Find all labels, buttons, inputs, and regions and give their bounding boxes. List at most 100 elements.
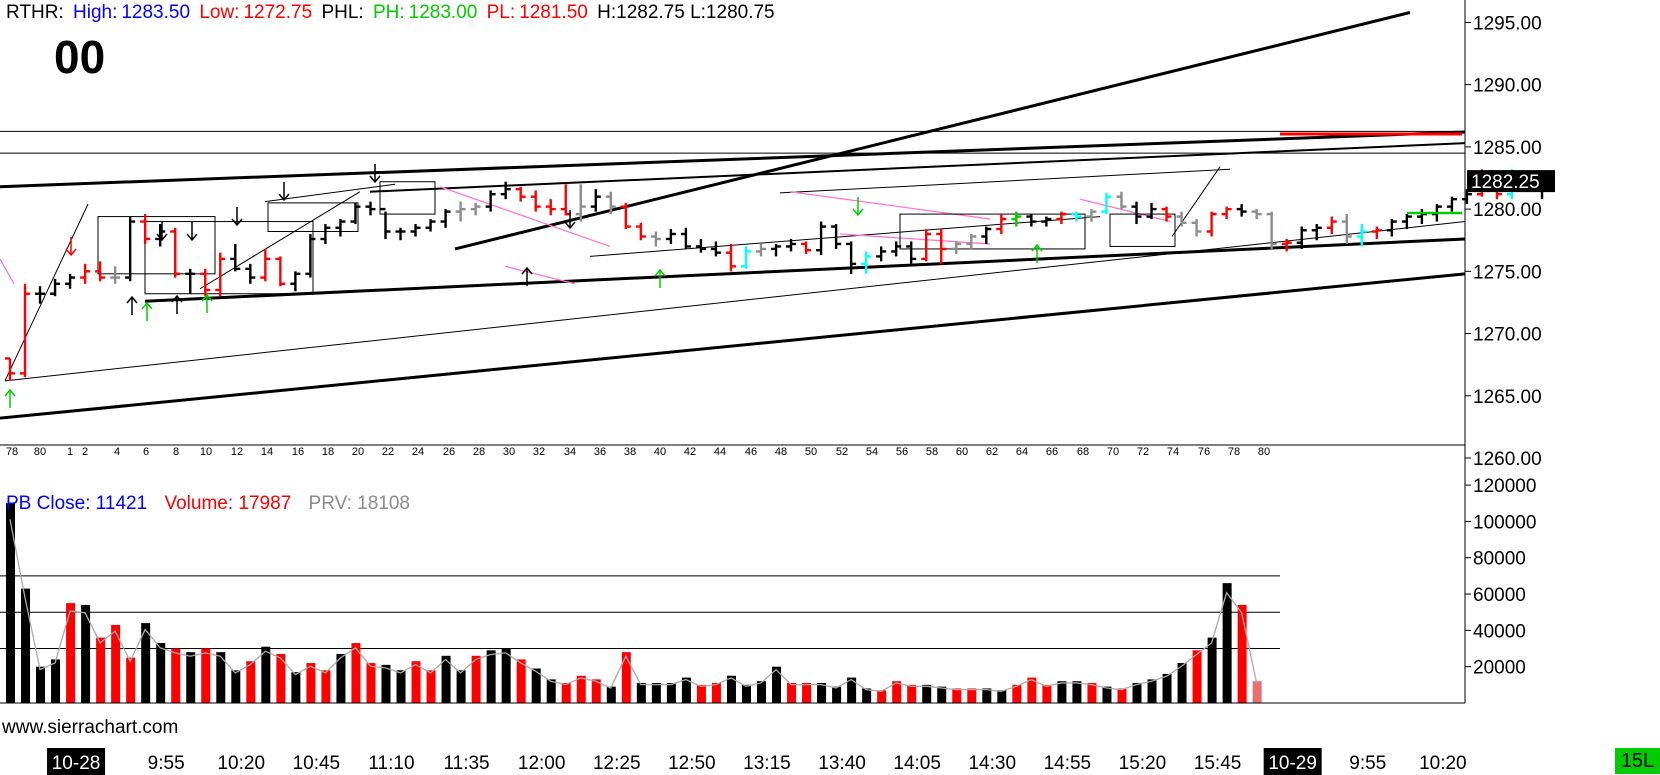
volume-bar[interactable] <box>907 684 917 703</box>
volume-bar[interactable] <box>156 643 166 703</box>
volume-bar[interactable] <box>291 672 301 703</box>
price-bar[interactable] <box>1251 209 1262 220</box>
volume-bar[interactable] <box>982 688 992 703</box>
volume-bar[interactable] <box>696 684 706 703</box>
price-bar[interactable] <box>936 229 947 264</box>
channel-line[interactable] <box>839 233 991 245</box>
price-bar[interactable] <box>1146 202 1157 220</box>
price-bar[interactable] <box>410 224 421 237</box>
price-bar[interactable] <box>620 202 631 230</box>
volume-bar[interactable] <box>306 663 316 703</box>
price-bar[interactable] <box>816 221 827 256</box>
price-bar[interactable] <box>680 227 691 249</box>
volume-bar[interactable] <box>231 670 241 703</box>
price-bar[interactable] <box>605 191 616 215</box>
price-bar[interactable] <box>395 227 406 241</box>
price-bar[interactable] <box>5 357 15 381</box>
price-pane[interactable] <box>0 0 1548 446</box>
range-box[interactable] <box>899 213 1086 250</box>
price-bar[interactable] <box>725 243 736 272</box>
price-bar[interactable] <box>771 243 782 257</box>
volume-bar[interactable] <box>892 681 902 703</box>
volume-bar[interactable] <box>471 655 481 703</box>
volume-bar[interactable] <box>1087 683 1097 703</box>
trend-line[interactable] <box>199 191 361 290</box>
volume-bar[interactable] <box>606 686 616 703</box>
price-bar[interactable] <box>305 234 316 278</box>
volume-bar[interactable] <box>336 653 346 703</box>
trend-line[interactable] <box>144 237 1466 303</box>
price-bar[interactable] <box>530 190 541 212</box>
volume-bar[interactable] <box>516 659 526 703</box>
volume-bar[interactable] <box>396 670 406 703</box>
volume-bar[interactable] <box>51 659 61 703</box>
volume-bar[interactable] <box>952 688 962 703</box>
price-bar[interactable] <box>1221 206 1232 220</box>
price-bar[interactable] <box>801 241 812 254</box>
trend-line[interactable] <box>4 203 89 382</box>
range-box[interactable] <box>144 221 314 295</box>
volume-bar[interactable] <box>96 637 106 703</box>
price-bar[interactable] <box>695 238 706 253</box>
trend-line[interactable] <box>369 142 1466 193</box>
price-bar[interactable] <box>981 226 992 244</box>
channel-line[interactable] <box>1079 198 1171 223</box>
volume-bar[interactable] <box>1117 688 1127 703</box>
volume-bar[interactable] <box>501 648 511 703</box>
volume-bar[interactable] <box>666 683 676 703</box>
price-bar[interactable] <box>65 273 76 289</box>
volume-bar[interactable] <box>126 657 136 703</box>
volume-bar[interactable] <box>186 652 196 703</box>
volume-bar[interactable] <box>997 690 1007 703</box>
price-bar[interactable] <box>125 216 136 282</box>
price-bar[interactable] <box>245 263 256 284</box>
volume-bar[interactable] <box>36 666 46 703</box>
price-bar[interactable] <box>1026 214 1037 227</box>
volume-bar[interactable] <box>1057 681 1067 703</box>
volume-bar[interactable] <box>1177 663 1187 703</box>
volume-bar[interactable] <box>21 588 31 703</box>
volume-bar[interactable] <box>66 603 76 703</box>
price-bar[interactable] <box>786 238 797 252</box>
price-bar[interactable] <box>440 209 451 228</box>
volume-bar[interactable] <box>862 688 872 703</box>
volume-bar[interactable] <box>246 661 256 703</box>
volume-bar[interactable] <box>937 686 947 703</box>
price-bar[interactable] <box>831 224 842 249</box>
volume-bar[interactable] <box>967 688 977 703</box>
price-bar[interactable] <box>275 256 286 287</box>
volume-bar[interactable] <box>1147 679 1157 703</box>
volume-bar[interactable] <box>351 643 361 703</box>
channel-line[interactable] <box>439 186 611 248</box>
channel-line[interactable] <box>0 258 15 285</box>
price-bar[interactable] <box>500 181 511 200</box>
trend-line[interactable] <box>589 216 1101 257</box>
price-bar[interactable] <box>230 243 241 272</box>
volume-pane[interactable] <box>0 503 1280 703</box>
range-box[interactable] <box>379 181 436 215</box>
price-bar[interactable] <box>1011 211 1022 227</box>
volume-bar[interactable] <box>1027 677 1037 703</box>
price-bar[interactable] <box>1341 214 1352 244</box>
price-bar[interactable] <box>906 241 917 266</box>
price-bar[interactable] <box>485 190 496 212</box>
price-bar[interactable] <box>665 229 676 244</box>
trend-line[interactable] <box>264 183 396 203</box>
price-bar[interactable] <box>1041 216 1052 227</box>
price-bar[interactable] <box>1371 226 1382 239</box>
volume-bar[interactable] <box>1012 684 1022 703</box>
timeframe-badge[interactable]: 15L <box>1615 748 1660 774</box>
volume-bar[interactable] <box>486 650 496 703</box>
price-bar[interactable] <box>966 234 977 249</box>
price-bar[interactable] <box>185 268 196 294</box>
price-bar[interactable] <box>710 241 721 257</box>
volume-bar[interactable] <box>216 652 226 703</box>
price-bar[interactable] <box>1086 209 1097 222</box>
price-bar[interactable] <box>95 261 106 282</box>
trend-line[interactable] <box>0 272 1466 420</box>
volume-bar[interactable] <box>276 653 286 703</box>
volume-bar[interactable] <box>636 683 646 703</box>
volume-bar[interactable] <box>591 679 601 703</box>
price-bar[interactable] <box>470 202 481 216</box>
price-bar[interactable] <box>590 189 601 212</box>
